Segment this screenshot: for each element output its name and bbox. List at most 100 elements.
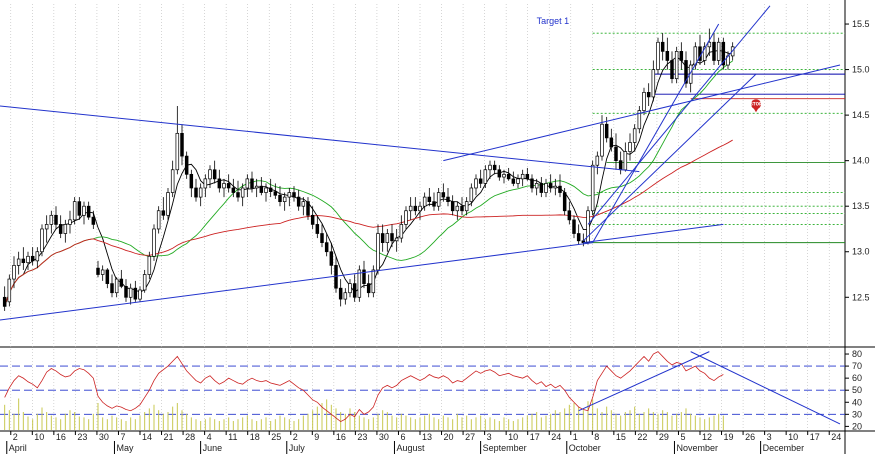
candle-body	[548, 183, 553, 189]
candle-body	[562, 192, 567, 212]
candle-body	[628, 142, 632, 152]
candle-body	[217, 178, 222, 189]
candle-body	[516, 178, 520, 184]
candle-body	[525, 173, 530, 180]
day-label: 4	[207, 432, 212, 442]
candle-body	[348, 283, 352, 294]
candle-body	[180, 132, 184, 157]
day-label: 20	[444, 432, 454, 442]
candle-body	[450, 201, 455, 212]
candle-body	[707, 41, 712, 48]
moving-average-medium-line	[4, 60, 733, 307]
candle-body	[310, 214, 315, 225]
candle-body	[240, 187, 245, 198]
candle-body	[712, 41, 716, 61]
candle-body	[478, 178, 483, 184]
price-trendline	[592, 23, 720, 243]
osc-tick-label: 80	[852, 349, 862, 359]
price-tick-label: 14.5	[852, 110, 870, 120]
candle-body	[604, 123, 609, 139]
candle-body	[21, 258, 26, 264]
candle-body	[455, 205, 460, 212]
candle-body	[530, 178, 534, 189]
candle-body	[114, 278, 119, 294]
candle-body	[446, 196, 450, 202]
candle-body	[595, 155, 600, 166]
candle-body	[30, 255, 35, 262]
candle-body	[716, 41, 721, 61]
candle-body	[138, 289, 142, 300]
candle-body	[665, 51, 670, 61]
day-label: 16	[56, 432, 66, 442]
candle-body	[590, 164, 595, 212]
candle-body	[464, 201, 469, 212]
candle-body	[637, 110, 642, 130]
osc-trendline	[690, 351, 841, 425]
osc-tick-label: 60	[852, 373, 862, 383]
candle-body	[436, 192, 441, 207]
candle-body	[679, 51, 684, 61]
stop-label: STOP	[750, 102, 762, 107]
candle-body	[147, 255, 152, 275]
candle-body	[422, 196, 427, 207]
candle-body	[306, 201, 310, 216]
candle-body	[567, 210, 572, 221]
candle-body	[600, 123, 604, 157]
day-label: 5	[680, 432, 685, 442]
day-label: 30	[379, 432, 389, 442]
candle-body	[264, 187, 268, 193]
candle-body	[44, 224, 49, 230]
candle-body	[469, 187, 474, 202]
osc-trendline	[578, 351, 710, 412]
candle-body	[614, 146, 618, 162]
osc-tick-label: 20	[852, 421, 862, 431]
candle-body	[674, 51, 679, 80]
candle-body	[380, 233, 385, 243]
candle-body	[418, 205, 422, 212]
candle-body	[49, 214, 54, 225]
day-label: 9	[314, 432, 319, 442]
candle-body	[208, 169, 212, 180]
candle-body	[16, 258, 21, 266]
candle-body	[399, 224, 404, 239]
candle-body	[488, 164, 492, 171]
candle-body	[236, 192, 240, 198]
candle-body	[7, 278, 12, 303]
month-label: July	[289, 443, 306, 453]
candle-body	[301, 201, 306, 207]
candle-body	[282, 196, 287, 202]
candle-body	[702, 46, 707, 61]
candle-body	[133, 287, 138, 300]
candle-body	[100, 269, 105, 275]
candle-body	[124, 286, 128, 298]
candle-body	[329, 251, 334, 266]
candle-body	[586, 210, 590, 243]
candle-body	[660, 41, 665, 52]
candle-body	[212, 169, 217, 180]
candle-body	[343, 292, 348, 300]
day-label: 7	[120, 432, 125, 442]
candle-body	[366, 283, 371, 294]
moving-average-long-line	[4, 139, 733, 307]
candle-body	[576, 233, 581, 242]
candle-body	[534, 183, 539, 189]
candle-body	[68, 219, 72, 225]
candle-body	[2, 296, 7, 307]
candle-body	[110, 283, 114, 294]
osc-tick-label: 70	[852, 361, 862, 371]
candle-body	[119, 278, 124, 287]
day-label: 17	[530, 432, 540, 442]
day-label: 21	[164, 432, 174, 442]
candle-body	[539, 183, 544, 193]
month-label: October	[569, 443, 601, 453]
candle-body	[357, 269, 362, 298]
price-tick-label: 12.5	[852, 292, 870, 302]
price-tick-label: 14.0	[852, 156, 870, 166]
candle-body	[441, 192, 446, 198]
candle-body	[492, 164, 497, 171]
candle-body	[63, 224, 68, 234]
candle-body	[273, 191, 278, 196]
target-annotation: Target 1	[537, 16, 570, 26]
candle-body	[96, 267, 100, 275]
